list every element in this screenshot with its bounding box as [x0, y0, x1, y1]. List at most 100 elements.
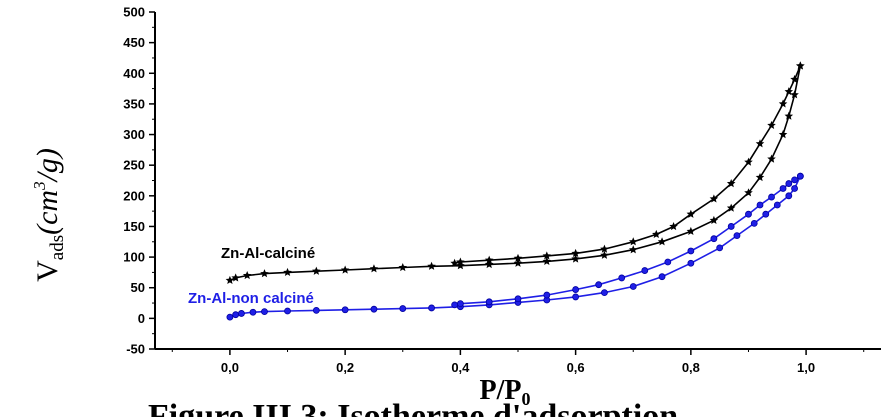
data-point — [658, 273, 666, 281]
data-point — [796, 61, 805, 70]
data-point — [687, 259, 695, 267]
data-point — [283, 267, 292, 277]
data-point — [687, 247, 695, 255]
y-axis-title-unit-sup: 3 — [30, 181, 49, 191]
data-point — [399, 305, 407, 312]
series-label-calcine: Zn-Al-calciné — [221, 245, 315, 262]
data-point — [629, 283, 637, 290]
data-point — [768, 193, 775, 201]
y-tick-label: 400 — [123, 66, 145, 81]
data-point — [398, 263, 408, 272]
data-point — [312, 306, 320, 314]
data-point — [595, 281, 603, 289]
data-point — [790, 90, 799, 99]
y-tick-label: 450 — [123, 35, 145, 50]
data-point — [790, 74, 799, 84]
data-point — [427, 261, 436, 270]
data-point — [600, 250, 609, 259]
desorption-line — [454, 65, 802, 264]
data-point — [231, 273, 240, 282]
data-point — [600, 244, 609, 253]
data-point — [542, 251, 552, 260]
data-point — [657, 237, 667, 246]
data-point — [784, 87, 794, 96]
y-tick-label: 250 — [123, 158, 145, 173]
data-point — [341, 306, 349, 314]
data-point — [628, 237, 638, 246]
data-point — [226, 313, 234, 321]
data-point — [242, 270, 252, 280]
series-label-non-calcine: Zn-Al-non calciné — [188, 290, 314, 307]
data-point — [284, 307, 291, 315]
data-point — [686, 209, 696, 218]
x-tick-label: 0,8 — [682, 360, 700, 375]
data-point — [312, 266, 321, 275]
data-point — [601, 289, 608, 297]
data-point — [779, 185, 787, 192]
data-point — [450, 258, 459, 267]
plot-area: -50 0 50 100 150 200 250 300 350 400 450 500 0,0 0,2 0… — [123, 5, 881, 375]
data-point — [513, 258, 523, 267]
data-point — [225, 275, 235, 285]
data-point — [571, 248, 580, 258]
data-point — [456, 300, 464, 308]
series-calcine — [225, 61, 805, 285]
y-tick-label: -50 — [126, 342, 145, 357]
x-tick-label: 0,6 — [567, 360, 585, 375]
y-axis-title-sub: ads — [47, 235, 68, 260]
data-point — [249, 308, 257, 316]
data-point — [778, 130, 788, 139]
data-point — [485, 298, 493, 306]
data-point — [726, 203, 736, 212]
x-tick-label: 1,0 — [797, 360, 815, 375]
data-point — [773, 201, 781, 209]
data-point — [340, 265, 350, 274]
data-point — [762, 210, 770, 218]
data-point — [716, 244, 724, 252]
data-point — [709, 194, 719, 203]
data-point — [669, 221, 678, 231]
data-point — [709, 215, 719, 224]
data-point — [261, 308, 268, 316]
data-point — [628, 245, 638, 254]
data-point — [456, 257, 465, 266]
y-tick-label: 500 — [123, 5, 145, 20]
y-tick-label: 200 — [123, 188, 145, 203]
data-point — [733, 232, 741, 240]
data-point — [456, 261, 465, 270]
data-point — [618, 274, 626, 282]
data-point — [542, 256, 552, 266]
y-axis-title-unit: (cm — [31, 190, 64, 235]
data-point — [726, 179, 736, 188]
data-point — [652, 229, 661, 239]
data-point — [641, 267, 649, 274]
figure-caption: Figure III.3: Isotherme d'adsorption — [148, 398, 678, 417]
y-tick-label: 0 — [138, 311, 145, 326]
data-point — [238, 310, 245, 317]
data-point — [778, 99, 788, 108]
data-point — [755, 172, 765, 182]
y-tick-label: 300 — [123, 127, 145, 142]
y-tick-label: 50 — [131, 280, 145, 295]
data-point — [710, 235, 718, 243]
series-non-calcine — [226, 172, 804, 321]
y-tick-label: 100 — [123, 250, 145, 265]
adsorption-line — [229, 175, 802, 318]
x-axis-title-main: P/P — [480, 375, 522, 406]
data-point — [369, 264, 379, 273]
data-point — [572, 286, 580, 293]
y-tick-label: 150 — [123, 219, 145, 234]
y-axis-title-main: V — [31, 260, 64, 282]
data-point — [756, 201, 764, 209]
x-axis-title: P/P0 — [480, 375, 531, 409]
data-point — [428, 304, 435, 312]
data-point — [745, 210, 752, 218]
data-point — [727, 223, 735, 230]
data-point — [791, 176, 798, 184]
adsorption-line — [229, 65, 802, 282]
y-axis-title-unit-suffix: /g) — [31, 148, 64, 183]
data-point — [484, 259, 494, 269]
data-point — [755, 139, 765, 148]
data-point — [664, 258, 672, 266]
